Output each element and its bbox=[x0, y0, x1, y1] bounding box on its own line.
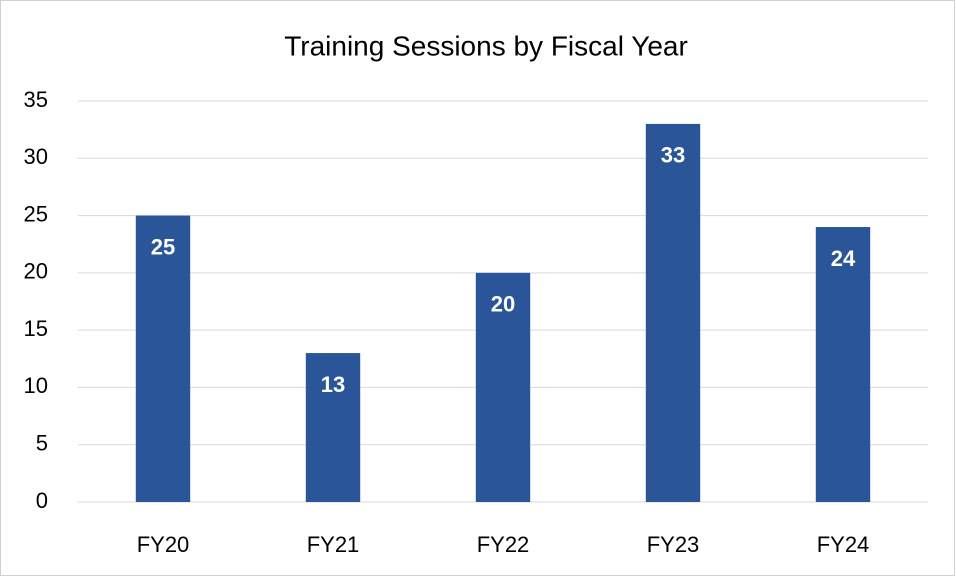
x-tick-label: FY20 bbox=[137, 532, 190, 557]
x-tick-label: FY23 bbox=[647, 532, 700, 557]
x-tick-label: FY21 bbox=[307, 532, 360, 557]
y-tick-label: 30 bbox=[24, 144, 48, 169]
data-label: 24 bbox=[831, 246, 856, 271]
data-label: 13 bbox=[321, 372, 345, 397]
y-tick-label: 35 bbox=[24, 87, 48, 112]
data-label: 25 bbox=[151, 234, 175, 259]
bar bbox=[135, 215, 191, 503]
bar bbox=[645, 123, 701, 503]
y-tick-label: 15 bbox=[24, 316, 48, 341]
y-tick-label: 25 bbox=[24, 201, 48, 226]
y-tick-label: 20 bbox=[24, 259, 48, 284]
data-label: 20 bbox=[491, 292, 515, 317]
x-tick-label: FY22 bbox=[477, 532, 530, 557]
x-tick-label: FY24 bbox=[817, 532, 870, 557]
bar bbox=[305, 353, 361, 502]
bar bbox=[475, 272, 531, 502]
chart-title: Training Sessions by Fiscal Year bbox=[284, 30, 688, 61]
bar bbox=[815, 227, 871, 502]
data-label: 33 bbox=[661, 143, 685, 168]
y-tick-label: 0 bbox=[36, 488, 48, 513]
y-tick-label: 5 bbox=[36, 431, 48, 456]
y-tick-label: 10 bbox=[24, 373, 48, 398]
